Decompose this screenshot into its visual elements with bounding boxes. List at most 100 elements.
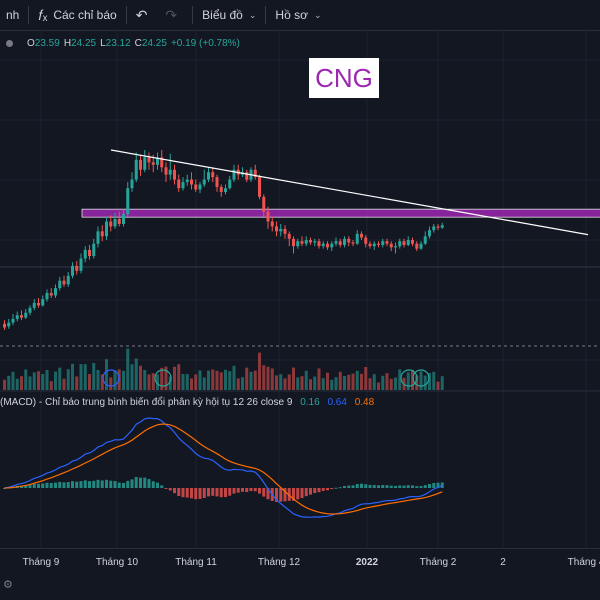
macd-histogram-bar [266,488,270,500]
candle-body [343,238,346,245]
macd-histogram-bar [151,481,155,488]
volume-bar [334,377,338,390]
macd-histogram-bar [164,488,168,489]
macd-histogram-bar [45,482,49,488]
volume-bar [24,369,28,390]
time-tick: Tháng 9 [22,557,60,568]
volume-bar [66,369,70,390]
candle-body [100,231,104,237]
candle-body [62,280,66,285]
macd-signal-value: 0.48 [354,397,375,408]
candle-body [364,237,368,244]
macd-histogram-bar [207,488,210,497]
resistance-zone [81,208,600,218]
candle-body [109,221,113,227]
candle-body [198,184,202,190]
gear-icon[interactable]: ⚙ [3,579,13,591]
price-chart[interactable] [0,0,600,548]
macd-histogram-bar [351,485,355,488]
volume-bar [143,370,147,390]
candle-body [11,318,15,323]
macd-histogram-bar [330,488,334,490]
macd-histogram-bar [49,482,53,488]
macd-histogram-bar [79,481,83,488]
time-tick: 2022 [355,557,379,568]
volume-bar [122,370,125,390]
ticker-annotation[interactable]: CNG [309,58,379,98]
macd-histogram-bar [321,488,325,491]
macd-histogram-bar [334,487,338,489]
macd-histogram-bar [309,488,312,495]
volume-bar [109,377,113,390]
low-value: 23.12 [105,37,131,49]
time-tick: Tháng 10 [95,557,139,568]
volume-bar [440,376,444,390]
macd-histogram-bar [185,488,189,498]
candle-body [436,226,440,228]
candle-body [292,238,295,247]
volume-bar [411,369,414,390]
candle-body [389,243,393,248]
macd-histogram-bar [228,488,232,496]
volume-bar [224,369,227,390]
macd-histogram-value: 0.16 [300,397,320,408]
macd-histogram-bar [83,480,87,488]
macd-histogram-bar [338,487,342,489]
volume-bar [164,366,168,390]
candle-body [338,241,342,245]
volume-bar [173,366,176,390]
macd-histogram-bar [304,488,308,497]
macd-histogram-bar [190,488,193,499]
candle-body [296,241,300,247]
candle-body [440,225,444,228]
volume-bar [147,374,151,390]
macd-line-value: 0.64 [327,397,347,408]
candle-body [83,249,87,259]
candle-body [75,265,79,271]
volume-bar [211,369,215,390]
volume-bar [326,372,329,390]
indicators-button[interactable]: 𝑓ₓ Các chỉ báo [32,0,122,30]
macd-title: (MACD) - Chỉ báo trung bình biến đổi phâ… [0,397,231,408]
candle-body [173,169,176,180]
candle-body [151,162,155,165]
volume-bar [300,376,304,390]
volume-bar [415,375,419,390]
chart-type-dropdown[interactable]: Biểu đồ ⌄ [196,0,262,30]
candle-body [330,243,334,248]
candle-body [287,233,291,239]
volume-bar [7,375,11,390]
volume-bar [381,375,385,390]
volume-bar [364,367,368,390]
trendline [110,149,589,236]
candle-body [245,172,249,180]
macd-histogram-bar [313,488,317,494]
visibility-dot-icon[interactable] [6,39,13,47]
profile-dropdown[interactable]: Hồ sơ ⌄ [269,0,327,30]
time-axis[interactable]: Tháng 9 Tháng 10 Tháng 11 Tháng 12 2022 … [0,548,600,575]
volume-bar [266,366,270,390]
macd-histogram-bar [168,488,172,491]
candle-body [406,240,410,245]
macd-histogram-bar [117,482,121,488]
macd-histogram-bar [37,483,40,488]
macd-histogram-bar [394,485,397,488]
volume-bar [202,377,206,390]
macd-histogram-bar [156,482,159,488]
toolbar-divider [125,6,127,24]
macd-histogram-bar [139,477,142,488]
volume-bar [79,364,83,390]
volume-bar [317,368,321,390]
macd-histogram-bar [24,485,28,488]
volume-bar [436,381,440,390]
undo-button[interactable]: ↶ [130,0,160,30]
macd-histogram-bar [343,485,346,488]
interval-button[interactable]: nh [0,0,25,30]
macd-histogram-bar [258,488,261,494]
volume-bar [3,379,6,390]
candle-body [185,179,189,183]
redo-button[interactable]: ↷ [159,0,189,30]
macd-histogram-bar [241,488,244,492]
volume-bar [139,365,142,390]
macd-histogram-bar [58,481,62,488]
